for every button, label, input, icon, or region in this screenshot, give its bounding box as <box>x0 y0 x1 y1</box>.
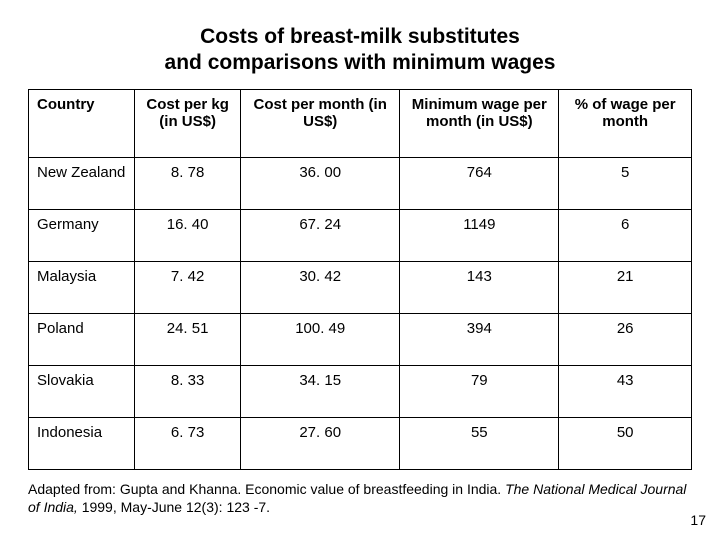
table-row: Germany 16. 40 67. 24 1149 6 <box>29 209 692 261</box>
col-cost-month: Cost per month (in US$) <box>241 89 400 157</box>
col-min-wage: Minimum wage per month (in US$) <box>400 89 559 157</box>
cell-country: Poland <box>29 313 135 365</box>
cell-country: New Zealand <box>29 157 135 209</box>
cell-cost-kg: 24. 51 <box>135 313 241 365</box>
caption-suffix: 1999, May-June 12(3): 123 -7. <box>82 499 270 515</box>
cell-min-wage: 1149 <box>400 209 559 261</box>
cell-cost-month: 36. 00 <box>241 157 400 209</box>
table-row: New Zealand 8. 78 36. 00 764 5 <box>29 157 692 209</box>
table-header-row: Country Cost per kg (in US$) Cost per mo… <box>29 89 692 157</box>
col-cost-kg: Cost per kg (in US$) <box>135 89 241 157</box>
cell-cost-kg: 16. 40 <box>135 209 241 261</box>
cell-cost-month: 100. 49 <box>241 313 400 365</box>
cell-min-wage: 143 <box>400 261 559 313</box>
col-country: Country <box>29 89 135 157</box>
cell-min-wage: 79 <box>400 365 559 417</box>
page-number: 17 <box>690 512 706 528</box>
cell-min-wage: 394 <box>400 313 559 365</box>
cell-pct: 26 <box>559 313 692 365</box>
cell-cost-month: 30. 42 <box>241 261 400 313</box>
table-row: Slovakia 8. 33 34. 15 79 43 <box>29 365 692 417</box>
col-pct-wage: % of wage per month <box>559 89 692 157</box>
cell-cost-month: 67. 24 <box>241 209 400 261</box>
cell-cost-kg: 7. 42 <box>135 261 241 313</box>
cell-country: Germany <box>29 209 135 261</box>
cost-table: Country Cost per kg (in US$) Cost per mo… <box>28 89 692 470</box>
title-line1: Costs of breast-milk substitutes <box>200 25 520 48</box>
source-caption: Adapted from: Gupta and Khanna. Economic… <box>28 480 692 516</box>
cell-pct: 43 <box>559 365 692 417</box>
cell-cost-kg: 8. 33 <box>135 365 241 417</box>
cell-pct: 50 <box>559 417 692 469</box>
page-title: Costs of breast-milk substitutes and com… <box>28 24 692 77</box>
title-line2: and comparisons with minimum wages <box>165 51 556 74</box>
cell-country: Indonesia <box>29 417 135 469</box>
cell-cost-kg: 6. 73 <box>135 417 241 469</box>
cell-pct: 5 <box>559 157 692 209</box>
table-row: Indonesia 6. 73 27. 60 55 50 <box>29 417 692 469</box>
table-row: Poland 24. 51 100. 49 394 26 <box>29 313 692 365</box>
cell-cost-month: 34. 15 <box>241 365 400 417</box>
cell-min-wage: 764 <box>400 157 559 209</box>
cell-pct: 21 <box>559 261 692 313</box>
cell-cost-month: 27. 60 <box>241 417 400 469</box>
caption-prefix: Adapted from: Gupta and Khanna. Economic… <box>28 481 505 497</box>
cell-min-wage: 55 <box>400 417 559 469</box>
cell-country: Malaysia <box>29 261 135 313</box>
table-row: Malaysia 7. 42 30. 42 143 21 <box>29 261 692 313</box>
cell-cost-kg: 8. 78 <box>135 157 241 209</box>
cell-country: Slovakia <box>29 365 135 417</box>
cell-pct: 6 <box>559 209 692 261</box>
